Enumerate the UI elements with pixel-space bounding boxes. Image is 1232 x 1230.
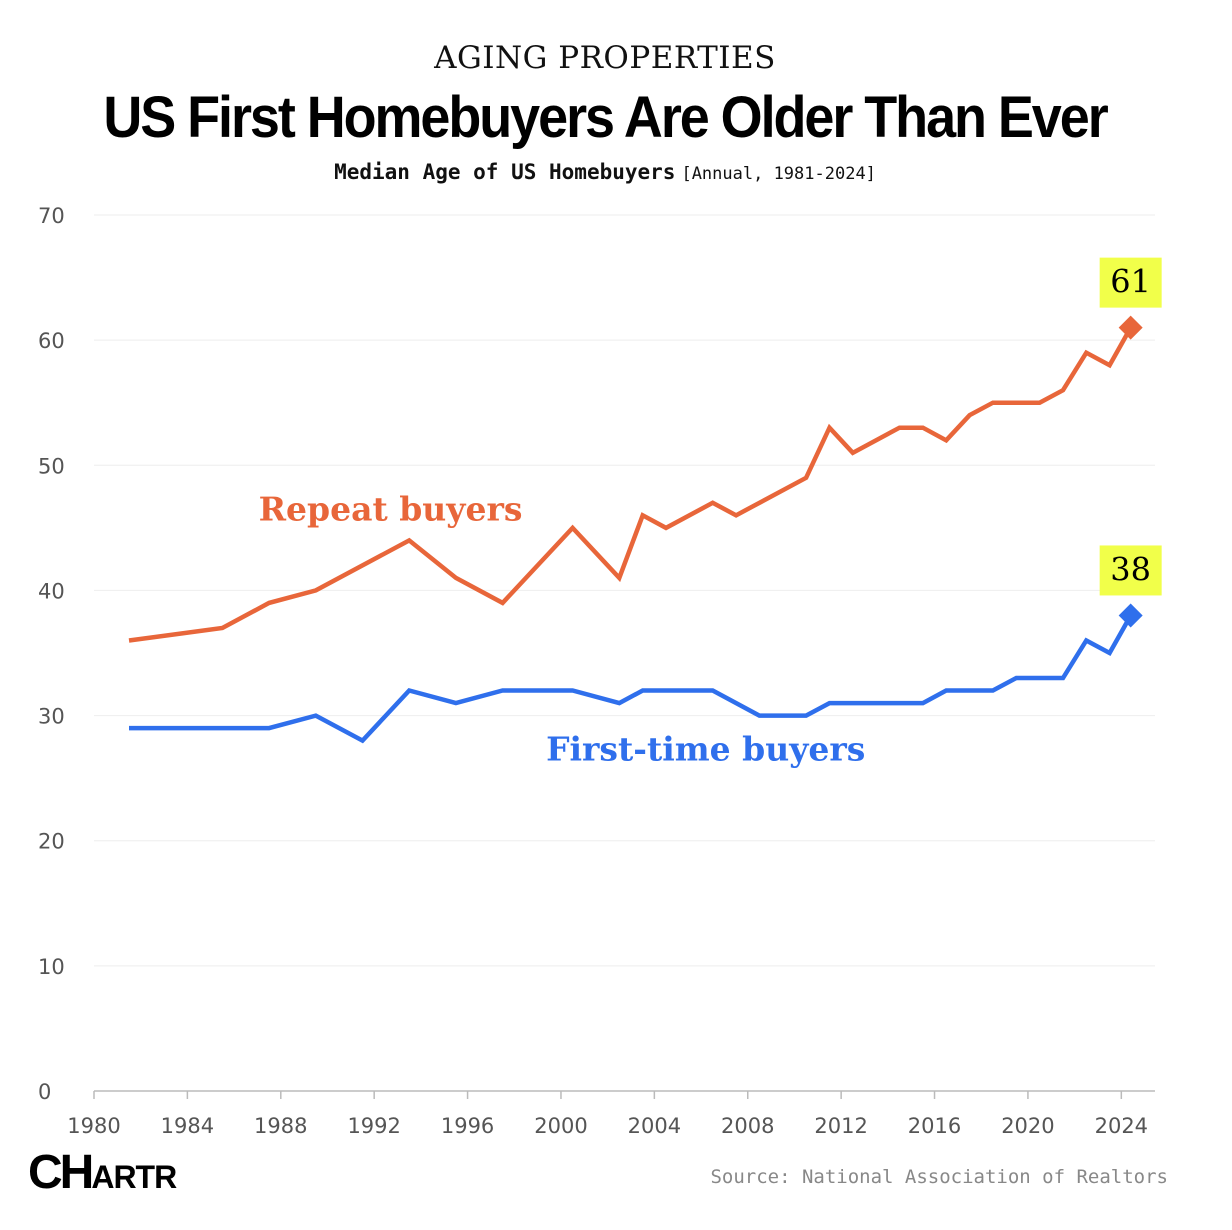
chart-title: US First Homebuyers Are Older Than Ever [103,85,1108,150]
grid-layer [94,214,1155,967]
y-tick-label-50: 50 [38,454,65,478]
first-time-buyers-end-marker [1118,603,1143,628]
repeat-buyers-end-marker [1118,315,1143,340]
subtitle-note: [Annual, 1981-2024] [681,164,876,184]
logo-text-large: CH [28,1146,94,1199]
repeat-buyers-callout-box [1099,257,1162,308]
y-tick-label-0: 0 [38,1080,51,1104]
x-tick-label-2000: 2000 [534,1114,587,1138]
x-tick-label-1980: 1980 [67,1114,120,1138]
x-axis-ticks: 1980 1984 1988 1992 1996 2000 2004 2008 2012 2016… [67,1091,1148,1138]
y-tick-label-40: 40 [38,579,65,603]
repeat-buyers-label: Repeat buyers [259,489,523,528]
x-tick-label-2004: 2004 [628,1114,681,1138]
repeat-buyers-line [128,326,1133,643]
series-labels: 61 Repeat buyers 38 First-time buyers [259,257,1162,769]
x-tick-label-2012: 2012 [814,1114,867,1138]
y-tick-label-10: 10 [38,955,65,979]
first-time-buyers-line [129,614,1133,744]
chartr-logo: CHARTR [28,1145,177,1200]
chart-subtitle: Median Age of US Homebuyers [Annual, 1981… [0,160,1210,184]
x-tick-label-2008: 2008 [721,1114,774,1138]
first-time-buyers-callout-box [1099,545,1162,596]
x-tick-label-2024: 2024 [1095,1114,1148,1138]
x-tick-label-1984: 1984 [161,1114,214,1138]
repeat-buyers-callout-value: 61 [1110,263,1151,301]
y-tick-label-70: 70 [38,204,65,228]
first-time-buyers-callout-value: 38 [1110,550,1151,588]
x-tick-label-2020: 2020 [1001,1114,1054,1138]
x-tick-label-1992: 1992 [347,1114,400,1138]
subtitle-main: Median Age of US Homebuyers [334,160,676,184]
x-tick-label-1988: 1988 [254,1114,307,1138]
x-tick-label-1996: 1996 [441,1114,494,1138]
y-axis-ticks: 0 10 20 30 40 50 60 70 [38,204,65,1104]
logo-text-small: ARTR [91,1159,177,1195]
y-tick-label-20: 20 [38,830,65,854]
source-note: Source: National Association of Realtors [710,1166,1168,1188]
y-tick-label-60: 60 [38,329,65,353]
x-tick-label-2016: 2016 [908,1114,961,1138]
y-tick-label-30: 30 [38,705,65,729]
chart-kicker: AGING PROPERTIES [434,40,776,76]
series-layer [128,315,1143,744]
first-time-buyers-label: First-time buyers [546,730,865,769]
